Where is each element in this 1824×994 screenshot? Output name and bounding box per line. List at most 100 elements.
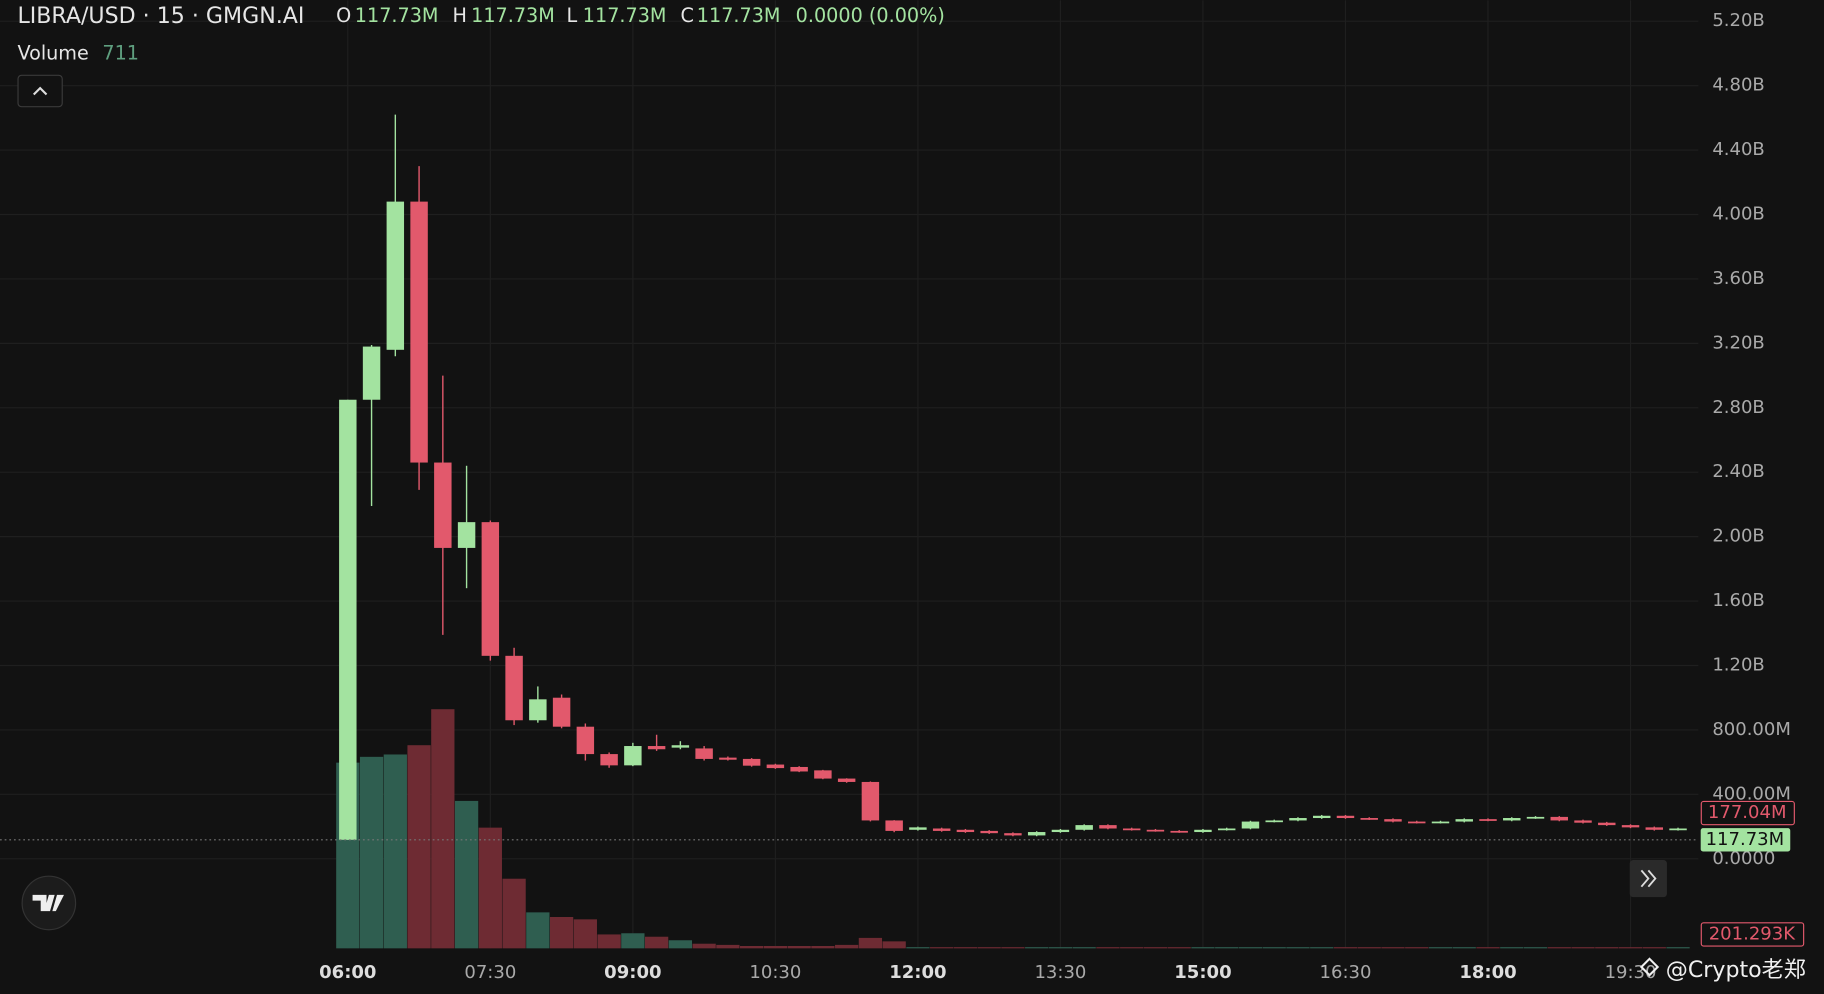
symbol: LIBRA/USD · 15 · GMGN.AI [17, 3, 304, 29]
candle-body [434, 462, 452, 548]
volume-bar [1286, 947, 1310, 949]
volume-bar [1072, 947, 1096, 949]
candle-body [1099, 825, 1117, 829]
volume-bar [930, 947, 954, 949]
volume-bar [1452, 947, 1476, 949]
candle-body [837, 778, 856, 782]
x-tick-label: 13:30 [1034, 962, 1086, 983]
y-tick-label: 5.20B [1712, 10, 1764, 31]
volume-bar [1476, 947, 1500, 949]
y-tick-label: 3.60B [1712, 268, 1764, 289]
candle-body [1669, 828, 1687, 831]
volume-bar [621, 933, 645, 949]
candle-body [885, 820, 903, 831]
ohlc-label: O [336, 4, 351, 27]
volume-bar [1025, 947, 1049, 949]
volume-bar [882, 941, 906, 949]
volume-bar [1428, 947, 1453, 949]
volume-tag-label: 201.293K [1709, 923, 1796, 944]
volume-tag [1700, 922, 1805, 947]
candle-body [1146, 829, 1165, 832]
candle-body [671, 745, 690, 748]
volume-bar [1238, 947, 1263, 949]
candle-body [1645, 827, 1664, 830]
y-tick-label: 0.0000 [1712, 848, 1775, 869]
ohlc-label: C [681, 4, 694, 27]
candle-body [1550, 816, 1568, 821]
candle-body [1241, 821, 1260, 829]
candle-body [1289, 818, 1307, 821]
volume-bar [526, 912, 550, 949]
y-tick-label: 1.20B [1712, 654, 1764, 675]
volume-bar [431, 709, 455, 949]
candle-body [481, 522, 500, 656]
ohlc-value: 117.73M [355, 4, 439, 27]
candle-body [861, 781, 880, 821]
x-tick-label: 07:30 [464, 962, 516, 983]
volume-bar [359, 756, 384, 949]
y-tick-label: 4.80B [1712, 75, 1764, 96]
volume-bar [1096, 947, 1120, 949]
candle-body [1170, 830, 1188, 833]
volume-bar [478, 827, 502, 949]
y-tick-label: 2.00B [1712, 526, 1764, 547]
candle-body [1598, 822, 1616, 826]
volume-bar [1310, 947, 1334, 949]
volume-bar [906, 947, 930, 949]
volume-bar [1642, 947, 1666, 949]
y-tick-label: 3.20B [1712, 332, 1764, 353]
volume-bar [1167, 947, 1191, 949]
collapse-button[interactable] [17, 74, 63, 108]
volume-bar [1618, 947, 1643, 949]
volume-bar [953, 947, 978, 949]
volume-bar [407, 745, 431, 949]
candle-body [576, 726, 595, 755]
volume-bar [383, 754, 407, 949]
candle-body [1621, 825, 1640, 828]
candle-body [410, 201, 428, 463]
volume-bar [1048, 947, 1073, 949]
candle-body [1431, 821, 1450, 824]
volume-bar [454, 800, 479, 949]
ohlc-value: 117.73M [471, 4, 555, 27]
candle-body [1360, 818, 1378, 820]
last-price-label: 117.73M [1706, 829, 1785, 850]
scroll-button[interactable] [1629, 859, 1667, 898]
candle-body [1455, 819, 1473, 822]
y-tick-label: 2.80B [1712, 397, 1764, 418]
candle-body [1122, 828, 1141, 831]
candle-body [814, 770, 832, 779]
y-tick-label: 1.60B [1712, 590, 1764, 611]
last-price-tag [1700, 828, 1791, 852]
tradingview-logo[interactable] [21, 875, 77, 931]
volume-bar [1120, 947, 1144, 949]
volume-bar [1571, 947, 1595, 949]
candle-body [695, 748, 713, 759]
candle-body [1336, 815, 1355, 819]
candle-body [457, 522, 476, 548]
candle-body [956, 829, 975, 833]
volume-bar [787, 945, 811, 949]
volume-bar [1262, 947, 1286, 949]
grid [0, 0, 1699, 949]
volume-bar [1381, 947, 1405, 949]
volume-bar [1001, 947, 1025, 949]
candle-body [980, 830, 998, 834]
candle-body [909, 827, 927, 830]
volume-bar [1666, 947, 1690, 949]
candle-body [719, 757, 737, 760]
volume-bar [1191, 947, 1215, 949]
y-tick-label: 4.40B [1712, 139, 1764, 160]
volume-bar [739, 945, 764, 949]
volume-bar [1143, 947, 1168, 949]
volume-bar [597, 934, 621, 949]
candle-body [790, 766, 808, 772]
volume-bar [1215, 947, 1239, 949]
volume-bar [1333, 947, 1358, 949]
volume-bar [668, 940, 693, 949]
candle-body [1313, 815, 1331, 819]
volume-label: Volume [17, 41, 88, 64]
